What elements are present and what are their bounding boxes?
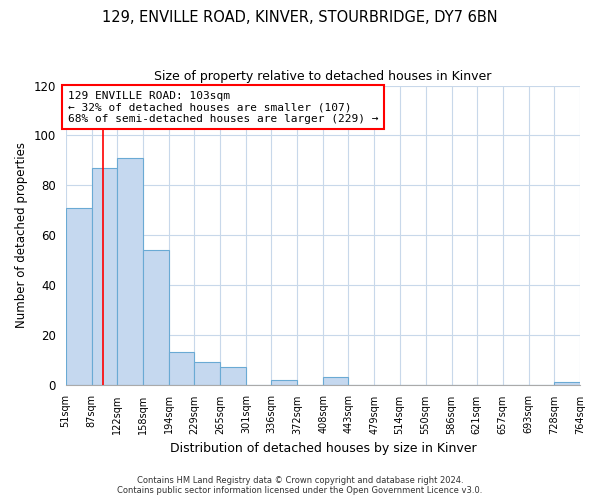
Text: 129, ENVILLE ROAD, KINVER, STOURBRIDGE, DY7 6BN: 129, ENVILLE ROAD, KINVER, STOURBRIDGE, … [102,10,498,25]
Text: 129 ENVILLE ROAD: 103sqm
← 32% of detached houses are smaller (107)
68% of semi-: 129 ENVILLE ROAD: 103sqm ← 32% of detach… [68,90,379,124]
Bar [220,367,246,384]
Bar [169,352,194,384]
X-axis label: Distribution of detached houses by size in Kinver: Distribution of detached houses by size … [170,442,476,455]
Bar [117,158,143,384]
Bar [323,377,349,384]
Title: Size of property relative to detached houses in Kinver: Size of property relative to detached ho… [154,70,491,83]
Bar [194,362,220,384]
Y-axis label: Number of detached properties: Number of detached properties [15,142,28,328]
Bar [92,168,117,384]
Bar [554,382,580,384]
Bar [143,250,169,384]
Bar [65,208,92,384]
Text: Contains HM Land Registry data © Crown copyright and database right 2024.
Contai: Contains HM Land Registry data © Crown c… [118,476,482,495]
Bar [271,380,297,384]
